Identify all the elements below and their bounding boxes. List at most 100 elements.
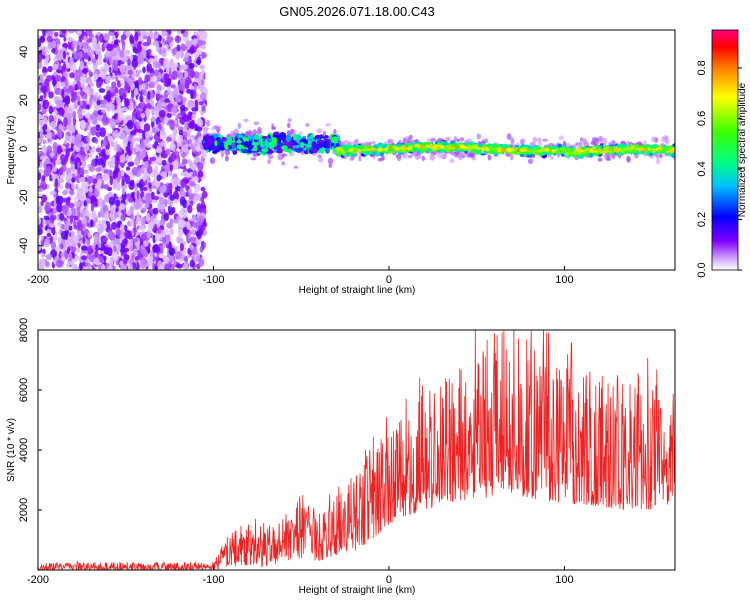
spectrogram-cell [330, 136, 339, 144]
spectrogram-cell [198, 119, 203, 127]
spectrogram-cell [88, 70, 92, 78]
spectrogram-cell [183, 134, 187, 141]
spectrogram-cell [195, 252, 201, 260]
spectrogram-cell [218, 125, 222, 129]
spectrogram-cell [236, 134, 244, 139]
spectrogram-cell [506, 133, 512, 141]
spectrogram-cell [537, 137, 542, 144]
spectrogram-cell [71, 91, 78, 102]
spectrogram-cell [99, 127, 107, 138]
spectrogram-cell [661, 136, 665, 143]
spectrogram-cell [207, 137, 214, 145]
spectrogram-cell [123, 257, 128, 265]
spectrogram-cell [116, 96, 121, 105]
spectrogram-cell [89, 114, 94, 120]
spectrogram-cell [54, 178, 59, 188]
spectrogram-cell [195, 230, 200, 237]
spectrogram-cell [55, 260, 63, 268]
spectrogram-cell [107, 230, 114, 240]
spectrogram-cell [606, 154, 611, 161]
spectrogram-cell [173, 218, 179, 224]
spectrogram-cell [176, 263, 183, 269]
spectrogram-cell [73, 197, 78, 202]
spectrogram-cell [148, 182, 152, 189]
spectrogram-cell [112, 72, 116, 78]
spectrogram-cell [513, 150, 518, 155]
spectrogram-cell [172, 30, 178, 33]
spectrogram-cell [664, 138, 670, 145]
spectrogram-cell [170, 106, 178, 116]
spectrogram-cell [159, 197, 165, 206]
spectrogram-cell [79, 60, 85, 71]
spectrogram-cell [81, 255, 88, 261]
spectrogram-cell [52, 132, 56, 138]
spectrogram-cell [95, 244, 100, 252]
spectrogram-cell [133, 225, 137, 236]
spectrogram-cell [57, 107, 65, 116]
spectrogram-cell [626, 155, 631, 163]
spectrogram-cell [124, 98, 130, 107]
spectrogram-cell [40, 252, 46, 258]
spectrogram-cell [203, 241, 207, 248]
spectrogram-cell [165, 148, 171, 156]
spectrogram-cell [76, 96, 81, 102]
spectrogram-cell [199, 73, 202, 81]
spectrogram-cell [212, 150, 218, 154]
spectrogram-cell [181, 97, 187, 102]
spectrogram-cell [535, 151, 540, 154]
spectrogram-cell [129, 142, 134, 152]
spectrogram-cell [136, 109, 141, 119]
spectrogram-cell [38, 119, 45, 127]
spectrogram-cell [68, 252, 73, 262]
spectrogram-cell [69, 189, 75, 195]
spectrogram-cell [59, 49, 63, 54]
spectrogram-cell [109, 157, 115, 165]
spectrogram-cell [74, 54, 81, 60]
spectrogram-cell [63, 36, 67, 42]
spectrogram-cell [179, 64, 184, 71]
spectrogram-cell [41, 46, 47, 56]
spectrogram-cell [41, 175, 46, 183]
spectrogram-cell [431, 152, 438, 156]
spectrogram-cell [137, 253, 144, 259]
spectrogram-cell [167, 86, 171, 93]
spectrogram-cell [92, 210, 97, 220]
spectrogram-cell [139, 94, 144, 103]
spectrogram-cell [130, 102, 134, 109]
spectrogram-cell [221, 150, 226, 155]
spectrogram-cell [76, 193, 82, 200]
spectrogram-cell [101, 155, 107, 165]
spectrogram-cell [136, 241, 140, 251]
spectrogram-cell [95, 147, 102, 153]
spectrogram-cell [287, 122, 291, 129]
spectrogram-cell [183, 171, 189, 177]
spectrogram-cell [56, 145, 62, 155]
spectrogram-cell [147, 90, 151, 100]
spectrogram-cell [510, 137, 515, 145]
spectrogram-cell [110, 216, 117, 221]
spectrogram-cell [38, 216, 42, 226]
spectrogram-cell [197, 39, 203, 47]
spectrogram-cell [201, 105, 206, 112]
spectrogram-cell [44, 157, 50, 165]
spectrogram-cell [415, 152, 419, 157]
spectrogram-cell [144, 131, 150, 139]
spectrogram-cell [196, 132, 202, 137]
spectrogram-cell [108, 163, 116, 169]
spectrogram-cell [82, 169, 89, 174]
spectrogram-cell [242, 141, 250, 148]
spectrogram-cell [97, 178, 102, 187]
spectrogram-cell [78, 37, 83, 43]
spectrogram-cell [62, 63, 67, 71]
spectrogram-cell [78, 230, 82, 235]
spectrogram-cell [92, 43, 99, 52]
spectrogram-cell [170, 84, 176, 89]
spectrogram-cell [109, 118, 116, 129]
spectrogram-cell [263, 135, 267, 139]
spectrogram-cell [170, 143, 176, 151]
spectrogram-cell [164, 163, 171, 173]
spectrogram-cell [95, 59, 103, 66]
spectrogram-cell [164, 228, 170, 235]
spectrogram-cell [119, 154, 126, 164]
spectrogram-cell [68, 135, 73, 143]
